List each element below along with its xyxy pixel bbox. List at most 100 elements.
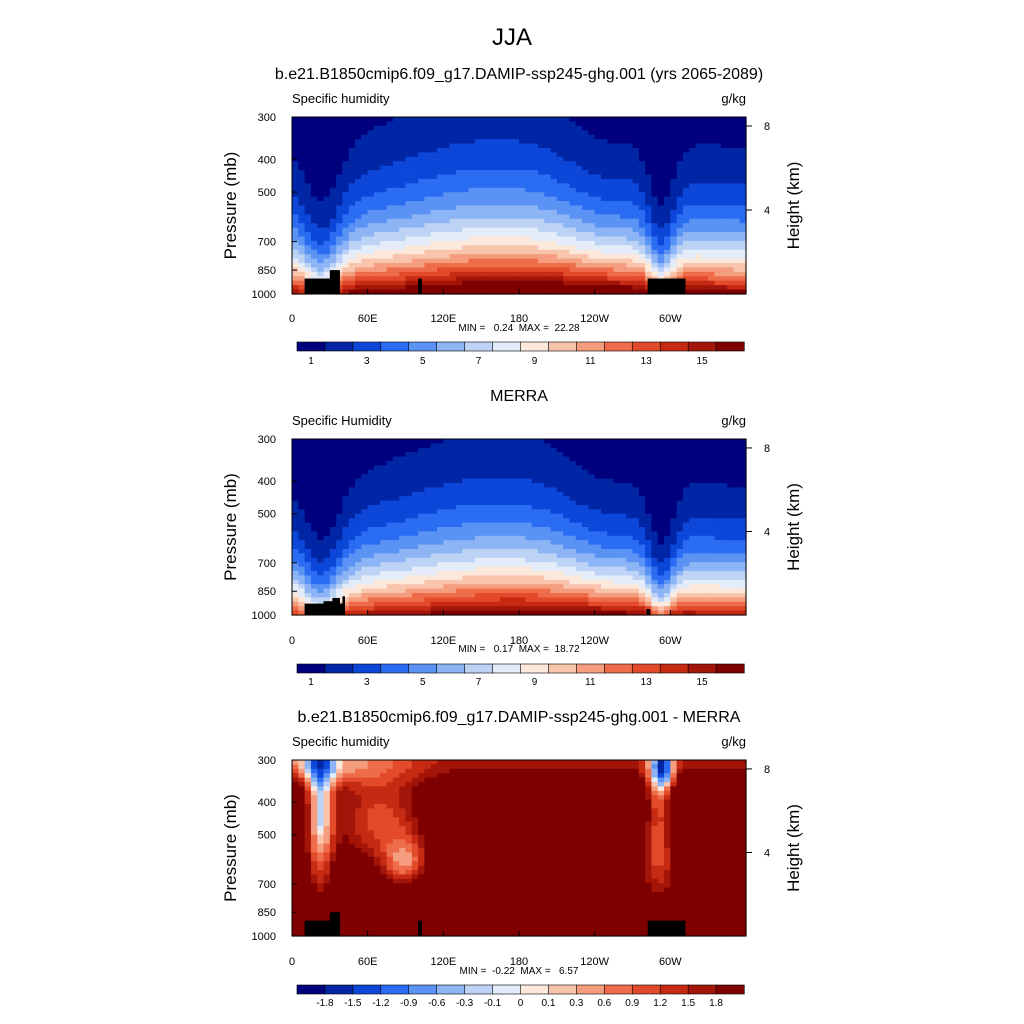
heatmap-cell xyxy=(298,245,306,251)
heatmap-cell xyxy=(519,174,526,180)
heatmap-cell xyxy=(676,527,684,532)
heatmap-cell xyxy=(638,535,646,541)
heatmap-cell xyxy=(701,170,709,176)
heatmap-cell xyxy=(449,187,457,193)
heatmap-cell xyxy=(569,544,577,550)
colorbar-label: 9 xyxy=(532,356,538,367)
heatmap-cell xyxy=(474,500,482,506)
heatmap-cell xyxy=(550,544,558,550)
heatmap-cell xyxy=(626,161,634,167)
heatmap-cell xyxy=(380,218,388,224)
heatmap-cell xyxy=(657,535,665,541)
heatmap-cell xyxy=(380,183,388,189)
heatmap-cell xyxy=(619,236,627,242)
heatmap-cell xyxy=(556,165,564,171)
heatmap-cell xyxy=(367,562,375,568)
heatmap-cell xyxy=(689,443,697,449)
heatmap-cell xyxy=(575,187,583,193)
heatmap-cell xyxy=(531,139,539,145)
heatmap-cell xyxy=(430,125,438,131)
heatmap-cell xyxy=(525,267,533,273)
heatmap-cell xyxy=(361,209,369,215)
heatmap-cell xyxy=(607,549,615,554)
heatmap-cell xyxy=(613,161,621,167)
heatmap-cell xyxy=(304,487,312,493)
heatmap-cell xyxy=(373,461,381,466)
heatmap-cell xyxy=(525,478,533,484)
heatmap-cell xyxy=(569,280,577,286)
heatmap-cell xyxy=(506,276,514,282)
heatmap-cell xyxy=(657,240,665,246)
heatmap-cell xyxy=(506,209,514,215)
heatmap-cell xyxy=(670,527,678,532)
heatmap-cell xyxy=(487,214,495,220)
heatmap-cell xyxy=(720,522,728,528)
heatmap-cell xyxy=(600,187,608,193)
heatmap-cell xyxy=(575,267,583,273)
heatmap-cell xyxy=(399,522,407,528)
heatmap-cell xyxy=(708,240,716,246)
heatmap-cell xyxy=(323,509,331,515)
heatmap-cell xyxy=(708,280,716,286)
heatmap-cell xyxy=(348,478,356,484)
heatmap-cell xyxy=(386,553,394,559)
heatmap-cell xyxy=(323,245,331,251)
heatmap-cell xyxy=(676,443,684,449)
heatmap-cell xyxy=(739,461,747,466)
heatmap-cell xyxy=(588,456,596,462)
heatmap-cell xyxy=(701,557,709,563)
heatmap-cell xyxy=(544,469,552,475)
heatmap-cell xyxy=(317,500,325,506)
heatmap-cell xyxy=(430,214,438,220)
heatmap-cell xyxy=(512,289,520,295)
heatmap-cell xyxy=(733,280,741,286)
heatmap-cell xyxy=(676,469,684,475)
heatmap-cell xyxy=(405,461,413,466)
heatmap-cell xyxy=(386,443,394,449)
heatmap-cell xyxy=(437,531,444,537)
heatmap-cell xyxy=(594,245,602,251)
heatmap-cell xyxy=(329,209,337,215)
heatmap-cell xyxy=(487,187,495,193)
heatmap-cell xyxy=(342,491,350,497)
heatmap-cell xyxy=(575,527,583,532)
heatmap-cell xyxy=(500,461,507,466)
heatmap-cell xyxy=(727,439,734,444)
heatmap-cell xyxy=(708,465,716,471)
heatmap-cell xyxy=(645,540,653,546)
heatmap-cell xyxy=(607,183,615,189)
heatmap-cell xyxy=(455,496,463,502)
heatmap-cell xyxy=(531,187,539,193)
heatmap-cell xyxy=(474,245,482,251)
heatmap-cell xyxy=(481,465,489,471)
heatmap-cell xyxy=(701,535,709,541)
heatmap-cell xyxy=(468,165,476,171)
heatmap-cell xyxy=(474,254,482,260)
heatmap-cell xyxy=(506,535,514,541)
heatmap-cell xyxy=(487,254,495,260)
heatmap-cell xyxy=(619,439,627,444)
heatmap-cell xyxy=(292,147,299,153)
heatmap-cell xyxy=(487,245,495,251)
heatmap-cell xyxy=(474,143,482,149)
heatmap-cell xyxy=(632,280,640,286)
heatmap-cell xyxy=(714,192,722,198)
heatmap-cell xyxy=(405,443,413,449)
heatmap-cell xyxy=(512,192,520,198)
heatmap-cell xyxy=(657,271,665,277)
heatmap-cell xyxy=(380,461,388,466)
heatmap-cell xyxy=(487,540,495,546)
heatmap-cell xyxy=(500,557,507,563)
heatmap-cell xyxy=(613,170,621,176)
heatmap-cell xyxy=(348,205,356,211)
heatmap-cell xyxy=(386,227,394,233)
heatmap-cell xyxy=(342,276,350,282)
heatmap-cell xyxy=(519,461,526,466)
heatmap-cell xyxy=(399,483,407,488)
heatmap-cell xyxy=(632,125,640,131)
heatmap-cell xyxy=(367,240,375,246)
heatmap-cell xyxy=(544,254,552,260)
heatmap-cell xyxy=(664,461,671,466)
heatmap-cell xyxy=(323,271,331,277)
heatmap-cell xyxy=(701,289,709,295)
